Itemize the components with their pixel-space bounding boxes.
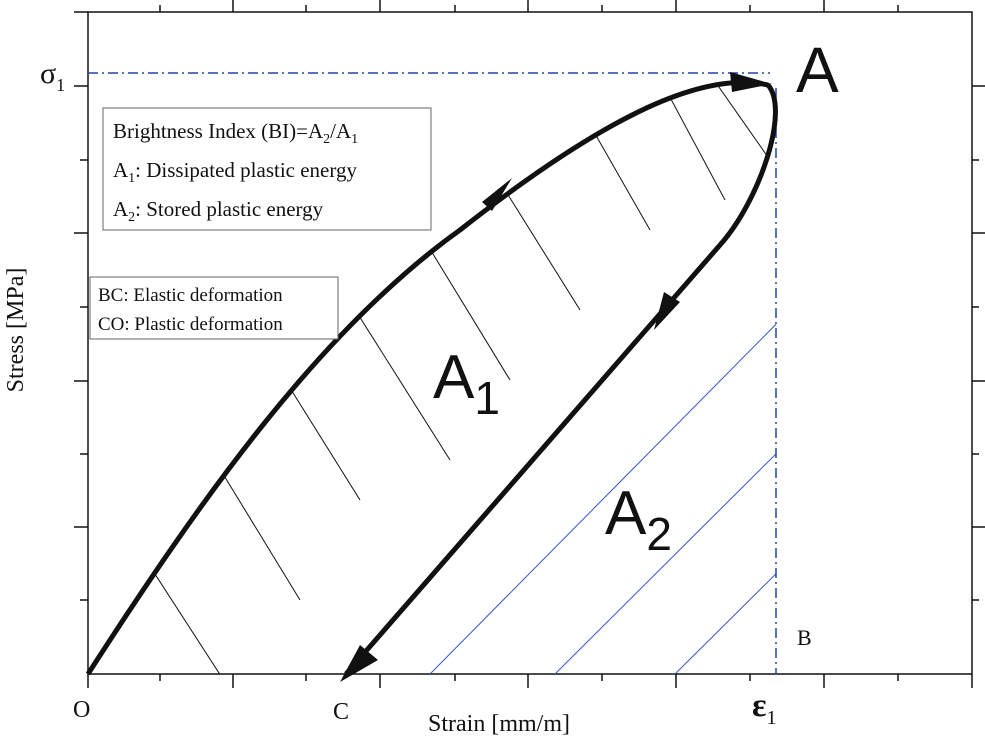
bi-legend-line3: A2: Stored plastic energy: [113, 197, 324, 225]
y-axis-label: Stress [MPa]: [3, 268, 29, 393]
deformation-legend-line2: CO: Plastic deformation: [98, 314, 283, 335]
loading-curve: [85, 79, 769, 676]
x-axis-label: Strain [mm/m]: [428, 711, 570, 736]
deformation-legend-line1: BC: Elastic deformation: [98, 285, 283, 306]
point-o-label: O: [73, 697, 90, 723]
x-axis-ticks: [87, 674, 973, 688]
bi-legend-line2: A1: Dissipated plastic energy: [113, 158, 357, 186]
area-a2-label: A2: [605, 479, 672, 560]
bi-legend-line1: Brightness Index (BI)=A2/A1: [113, 119, 358, 147]
sigma1-label: σ1: [40, 57, 65, 95]
unloading-curve: [344, 83, 778, 676]
loading-arrowhead: [482, 178, 512, 211]
point-c-label: C: [333, 699, 349, 725]
epsilon1-label: ε1: [752, 687, 777, 729]
point-a-label: A: [796, 34, 839, 106]
deformation-legend-box: [89, 276, 339, 340]
plot-frame: [87, 11, 973, 675]
peak-arrowhead: [730, 72, 772, 92]
right-axis-ticks: [972, 85, 985, 601]
area-a1-label: A1: [433, 343, 500, 424]
point-b-label: B: [797, 625, 812, 650]
bi-legend-box: [102, 107, 432, 231]
y-axis-ticks: [74, 11, 88, 601]
top-axis-ticks: [159, 0, 899, 12]
unloading-arrowhead: [654, 292, 680, 330]
end-arrowhead: [340, 645, 378, 682]
